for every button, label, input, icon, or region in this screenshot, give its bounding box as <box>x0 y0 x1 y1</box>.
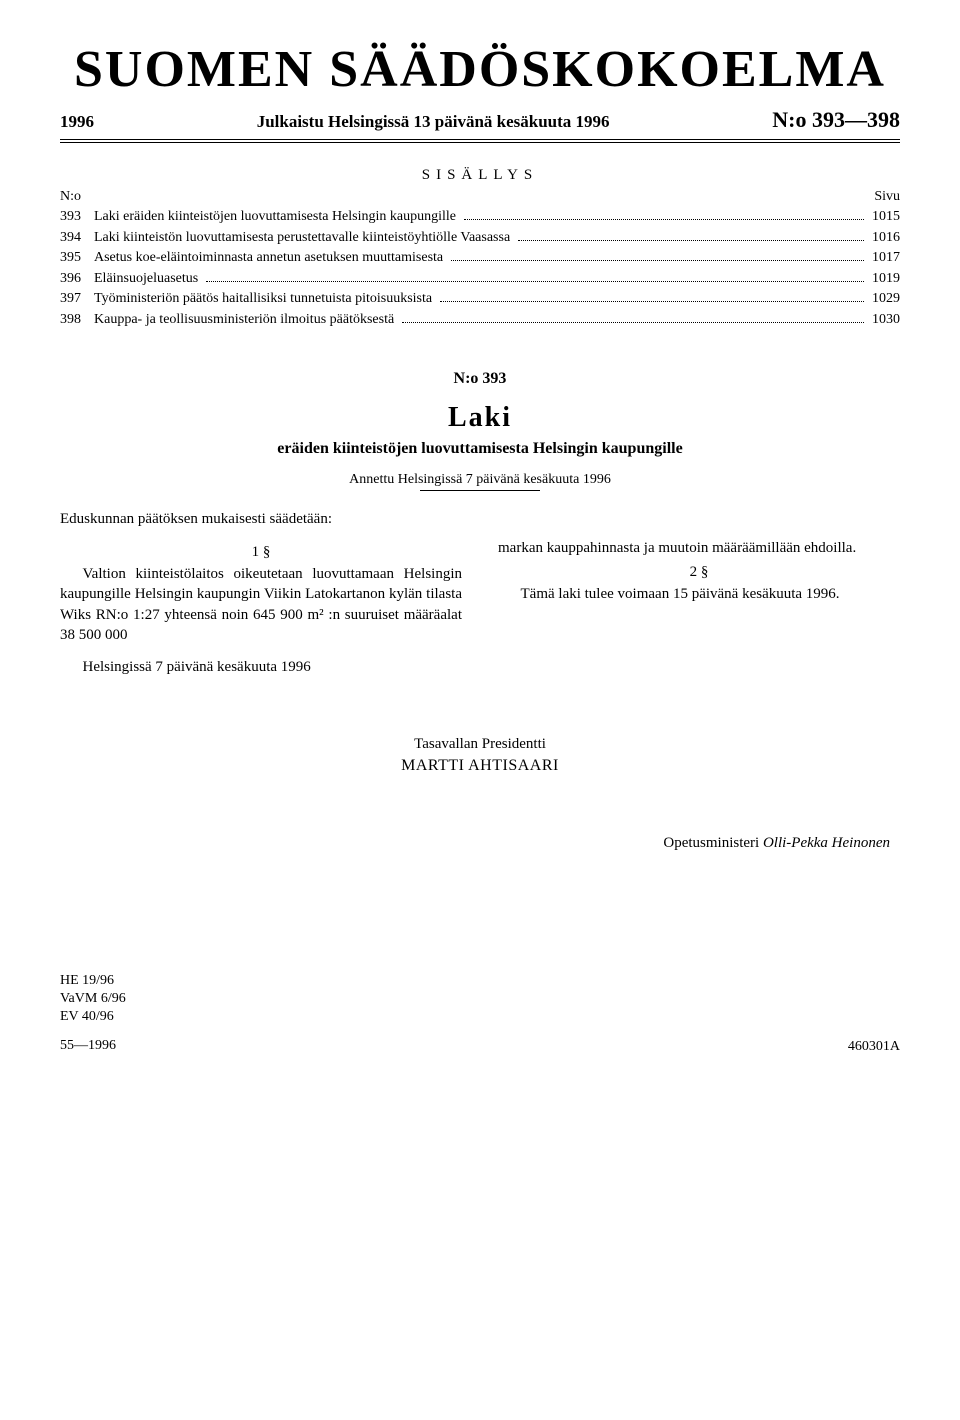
toc-row: 397 Työministeriön päätös haitallisiksi … <box>60 289 900 309</box>
law-given: Annettu Helsingissä 7 päivänä kesäkuuta … <box>60 472 900 488</box>
footer-left: HE 19/96 VaVM 6/96 EV 40/96 55—1996 <box>60 972 126 1055</box>
toc-title: Asetus koe-eläintoiminnasta annetun aset… <box>94 249 447 268</box>
toc-page: 1019 <box>868 270 900 289</box>
toc-row: 395 Asetus koe-eläintoiminnasta annetun … <box>60 248 900 268</box>
subheader-row: 1996 Julkaistu Helsingissä 13 päivänä ke… <box>60 107 900 143</box>
toc-title: Kauppa- ja teollisuusministeriön ilmoitu… <box>94 311 398 330</box>
toc-page: 1029 <box>868 290 900 309</box>
toc-header: N:o Sivu <box>60 188 900 207</box>
toc-title: Eläinsuojeluasetus <box>94 270 202 289</box>
footer-bottom-right: 460301A <box>848 1039 900 1055</box>
contents-heading: SISÄLLYS <box>60 167 900 184</box>
president-title: Tasavallan Presidentti <box>60 736 900 753</box>
president-name: MARTTI AHTISAARI <box>60 757 900 775</box>
toc-num: 395 <box>60 249 94 268</box>
section-text: Valtion kiinteistölaitos oikeutetaan luo… <box>60 564 462 645</box>
toc-num: 393 <box>60 208 94 227</box>
law-body-columns: 1 § Valtion kiinteistölaitos oikeutetaan… <box>60 538 900 645</box>
toc-dots <box>464 207 864 221</box>
toc-page: 1030 <box>868 311 900 330</box>
minister-role: Opetusministeri <box>663 835 763 851</box>
footer-ref: EV 40/96 <box>60 1008 126 1026</box>
president-signature: Tasavallan Presidentti MARTTI AHTISAARI <box>60 736 900 775</box>
footer-ref: HE 19/96 <box>60 972 126 990</box>
law-given-rule <box>420 490 540 491</box>
publication-info: Julkaistu Helsingissä 13 päivänä kesäkuu… <box>257 112 610 132</box>
toc-page: 1016 <box>868 229 900 248</box>
publication-year: 1996 <box>60 112 94 132</box>
toc-dots <box>206 268 864 282</box>
footer-ref: VaVM 6/96 <box>60 990 126 1008</box>
section-text: Tämä laki tulee voimaan 15 päivänä kesäk… <box>498 584 900 604</box>
law-number: N:o 393 <box>60 370 900 388</box>
toc-dots <box>440 289 864 303</box>
table-of-contents: N:o Sivu 393 Laki eräiden kiinteistöjen … <box>60 188 900 330</box>
toc-row: 398 Kauppa- ja teollisuusministeriön ilm… <box>60 309 900 329</box>
toc-page: 1015 <box>868 208 900 227</box>
toc-title: Työministeriön päätös haitallisiksi tunn… <box>94 290 436 309</box>
issue-range: N:o 393—398 <box>772 107 900 133</box>
toc-dots <box>451 248 864 262</box>
section-number: 2 § <box>498 562 900 582</box>
law-column-right: markan kauppahinnasta ja muutoin määrääm… <box>498 538 900 645</box>
toc-page: 1017 <box>868 249 900 268</box>
toc-title: Laki eräiden kiinteistöjen luovuttamises… <box>94 208 460 227</box>
masthead-title: SUOMEN SÄÄDÖSKOKOELMA <box>60 40 900 99</box>
toc-row: 396 Eläinsuojeluasetus 1019 <box>60 268 900 288</box>
page-footer: HE 19/96 VaVM 6/96 EV 40/96 55—1996 4603… <box>60 972 900 1055</box>
toc-title: Laki kiinteistön luovuttamisesta peruste… <box>94 229 514 248</box>
toc-header-left: N:o <box>60 188 81 207</box>
law-heading: Laki <box>60 402 900 434</box>
law-column-left: 1 § Valtion kiinteistölaitos oikeutetaan… <box>60 538 462 645</box>
section-continuation: markan kauppahinnasta ja muutoin määrääm… <box>498 538 900 558</box>
toc-num: 394 <box>60 229 94 248</box>
section-number: 1 § <box>60 542 462 562</box>
signed-place: Helsingissä 7 päivänä kesäkuuta 1996 <box>60 659 900 676</box>
toc-header-right: Sivu <box>874 188 900 207</box>
minister-name: Olli-Pekka Heinonen <box>763 835 890 851</box>
toc-dots <box>518 227 864 241</box>
minister-signature: Opetusministeri Olli-Pekka Heinonen <box>60 835 900 852</box>
toc-dots <box>402 309 864 323</box>
law-intro: Eduskunnan päätöksen mukaisesti säädetää… <box>60 511 900 528</box>
toc-row: 393 Laki eräiden kiinteistöjen luovuttam… <box>60 207 900 227</box>
toc-num: 396 <box>60 270 94 289</box>
toc-num: 397 <box>60 290 94 309</box>
law-subtitle: eräiden kiinteistöjen luovuttamisesta He… <box>60 440 900 458</box>
toc-row: 394 Laki kiinteistön luovuttamisesta per… <box>60 227 900 247</box>
toc-num: 398 <box>60 311 94 330</box>
footer-bottom-left: 55—1996 <box>60 1037 126 1055</box>
